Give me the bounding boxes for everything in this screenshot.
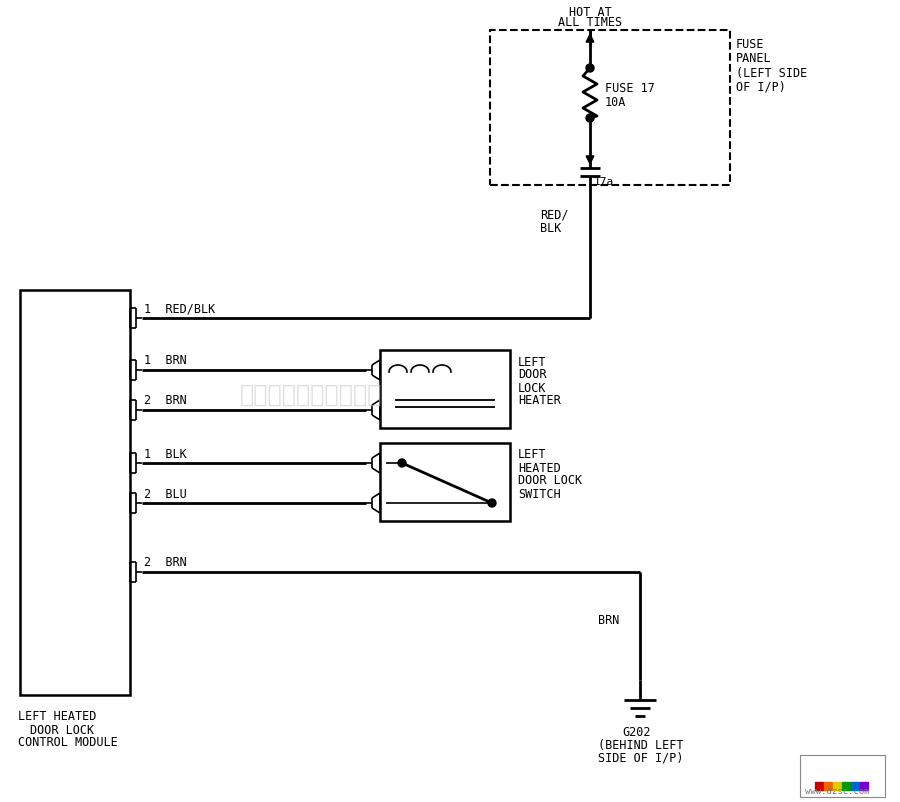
Bar [860, 782, 868, 790]
Text: SIDE OF I/P): SIDE OF I/P) [598, 751, 683, 764]
Circle shape [586, 64, 594, 72]
Text: 2  BRN: 2 BRN [144, 395, 187, 407]
Text: G202: G202 [622, 726, 651, 739]
Text: OF I/P): OF I/P) [736, 80, 786, 94]
Text: LEFT: LEFT [518, 355, 546, 368]
Circle shape [398, 459, 406, 467]
Circle shape [586, 114, 594, 122]
Text: DOOR LOCK: DOOR LOCK [30, 723, 94, 736]
Bar [800, 755, 885, 797]
Text: (BEHIND LEFT: (BEHIND LEFT [598, 739, 683, 751]
Bar [380, 443, 510, 521]
Bar [824, 782, 832, 790]
Bar [20, 290, 130, 695]
Text: LEFT: LEFT [518, 448, 546, 461]
Bar [833, 782, 841, 790]
Text: ALL TIMES: ALL TIMES [558, 17, 622, 30]
Bar [851, 782, 859, 790]
Circle shape [488, 499, 496, 507]
Bar [815, 782, 823, 790]
Text: 1  RED/BLK: 1 RED/BLK [144, 302, 215, 315]
Text: LEFT HEATED: LEFT HEATED [18, 711, 96, 723]
Text: 2  BRN: 2 BRN [144, 557, 187, 569]
Text: 2  BLU: 2 BLU [144, 488, 187, 500]
Text: LOCK: LOCK [518, 382, 546, 395]
Text: BRN: BRN [598, 614, 619, 627]
Text: 1  BLK: 1 BLK [144, 448, 187, 460]
Text: CONTROL MODULE: CONTROL MODULE [18, 736, 118, 750]
Text: www.dzsc.com: www.dzsc.com [805, 788, 869, 796]
Text: RED/: RED/ [540, 209, 569, 221]
Bar [380, 350, 510, 428]
Text: FUSE: FUSE [736, 38, 764, 51]
Text: DOOR: DOOR [518, 368, 546, 382]
Bar [490, 30, 730, 185]
Text: 10A: 10A [605, 95, 626, 108]
Text: PANEL: PANEL [736, 52, 771, 66]
Text: 17a: 17a [594, 177, 614, 187]
Text: FUSE 17: FUSE 17 [605, 82, 655, 95]
Bar [842, 782, 850, 790]
Text: BLK: BLK [540, 221, 562, 234]
Text: DOOR LOCK: DOOR LOCK [518, 475, 582, 488]
Text: (LEFT SIDE: (LEFT SIDE [736, 67, 807, 79]
Text: 1  BRN: 1 BRN [144, 354, 187, 367]
Text: HEATER: HEATER [518, 395, 561, 407]
Text: 杭州将睿科技有限公司: 杭州将睿科技有限公司 [240, 383, 382, 407]
Text: SWITCH: SWITCH [518, 488, 561, 500]
Text: HEATED: HEATED [518, 461, 561, 475]
Text: HOT AT: HOT AT [569, 6, 611, 18]
